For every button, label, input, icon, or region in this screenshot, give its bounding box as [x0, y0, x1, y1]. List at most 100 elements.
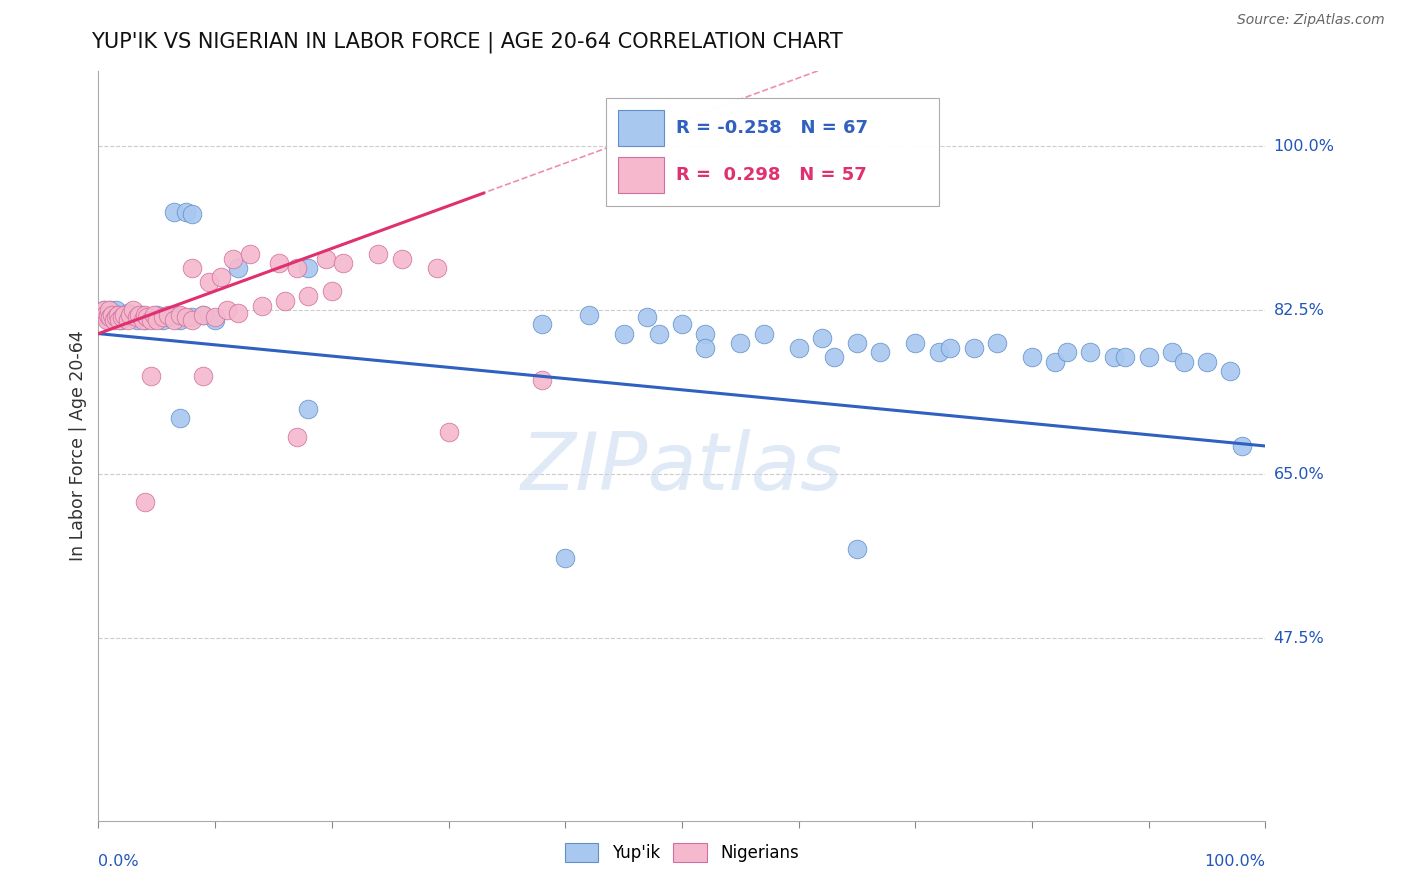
- Point: [221, 252, 243, 266]
- Point: [107, 308, 129, 322]
- Y-axis label: In Labor Force | Age 20-64: In Labor Force | Age 20-64: [69, 331, 87, 561]
- Point: [426, 261, 449, 276]
- Point: [112, 308, 135, 322]
- Text: 65.0%: 65.0%: [1274, 467, 1324, 482]
- Point: [139, 312, 162, 326]
- Point: [110, 312, 132, 326]
- Point: [332, 256, 354, 270]
- Point: [391, 252, 413, 266]
- Point: [1114, 350, 1136, 364]
- Point: [111, 310, 134, 324]
- Text: 100.0%: 100.0%: [1274, 139, 1334, 153]
- Point: [139, 368, 162, 383]
- Point: [93, 303, 115, 318]
- Point: [136, 310, 159, 324]
- Point: [118, 308, 141, 322]
- Point: [228, 261, 250, 276]
- Point: [98, 310, 121, 324]
- Point: [104, 303, 127, 318]
- Point: [143, 308, 166, 322]
- Point: [131, 308, 153, 322]
- Point: [193, 368, 215, 383]
- Point: [752, 326, 775, 341]
- Point: [1173, 355, 1195, 369]
- Point: [315, 252, 337, 266]
- Point: [198, 275, 221, 289]
- Point: [169, 411, 191, 425]
- Point: [730, 336, 752, 351]
- Point: [97, 312, 120, 326]
- Point: [986, 336, 1008, 351]
- Point: [269, 256, 291, 270]
- Point: [163, 308, 186, 322]
- Text: 82.5%: 82.5%: [1274, 302, 1324, 318]
- Point: [823, 350, 845, 364]
- FancyBboxPatch shape: [617, 111, 665, 146]
- Point: [554, 551, 576, 566]
- Point: [134, 308, 156, 322]
- Point: [1045, 355, 1067, 369]
- Point: [297, 401, 319, 416]
- Point: [108, 312, 131, 326]
- Point: [215, 303, 238, 318]
- Point: [97, 303, 120, 318]
- Point: [695, 341, 717, 355]
- Point: [163, 312, 186, 326]
- Point: [96, 312, 118, 326]
- Point: [1080, 345, 1102, 359]
- Point: [180, 312, 202, 326]
- Point: [846, 336, 869, 351]
- Point: [117, 306, 139, 320]
- Point: [103, 306, 125, 320]
- Point: [118, 310, 141, 324]
- Point: [228, 306, 250, 320]
- Point: [671, 318, 693, 332]
- Point: [94, 308, 117, 322]
- Point: [321, 285, 343, 299]
- Point: [103, 312, 125, 326]
- Legend: Yup'ik, Nigerians: Yup'ik, Nigerians: [558, 836, 806, 869]
- Point: [869, 345, 891, 359]
- Point: [169, 312, 191, 326]
- Point: [112, 308, 135, 322]
- Point: [180, 207, 202, 221]
- Point: [125, 312, 148, 326]
- Point: [962, 341, 984, 355]
- Point: [297, 289, 319, 303]
- FancyBboxPatch shape: [617, 157, 665, 193]
- Point: [193, 308, 215, 322]
- Point: [250, 299, 273, 313]
- Point: [846, 542, 869, 557]
- Point: [104, 310, 127, 324]
- Point: [134, 312, 156, 326]
- Point: [132, 312, 155, 326]
- Point: [367, 247, 389, 261]
- Text: Source: ZipAtlas.com: Source: ZipAtlas.com: [1237, 13, 1385, 28]
- Point: [128, 308, 150, 322]
- Point: [274, 293, 297, 308]
- Point: [157, 310, 180, 324]
- Point: [146, 308, 169, 322]
- Text: YUP'IK VS NIGERIAN IN LABOR FORCE | AGE 20-64 CORRELATION CHART: YUP'IK VS NIGERIAN IN LABOR FORCE | AGE …: [91, 31, 844, 53]
- Point: [101, 310, 124, 324]
- Point: [96, 308, 118, 322]
- Point: [285, 430, 308, 444]
- Point: [904, 336, 927, 351]
- Point: [209, 270, 232, 285]
- Point: [530, 318, 553, 332]
- Point: [1219, 364, 1241, 378]
- Text: R = -0.258   N = 67: R = -0.258 N = 67: [676, 120, 868, 137]
- Point: [122, 308, 145, 322]
- Point: [157, 308, 180, 322]
- Point: [125, 310, 148, 324]
- Point: [1161, 345, 1184, 359]
- Point: [297, 261, 319, 276]
- Point: [437, 425, 460, 439]
- Point: [811, 331, 834, 345]
- Point: [139, 310, 162, 324]
- Point: [1230, 439, 1253, 453]
- Point: [239, 247, 262, 261]
- Text: ZIPatlas: ZIPatlas: [520, 429, 844, 508]
- Point: [787, 341, 810, 355]
- Point: [1021, 350, 1043, 364]
